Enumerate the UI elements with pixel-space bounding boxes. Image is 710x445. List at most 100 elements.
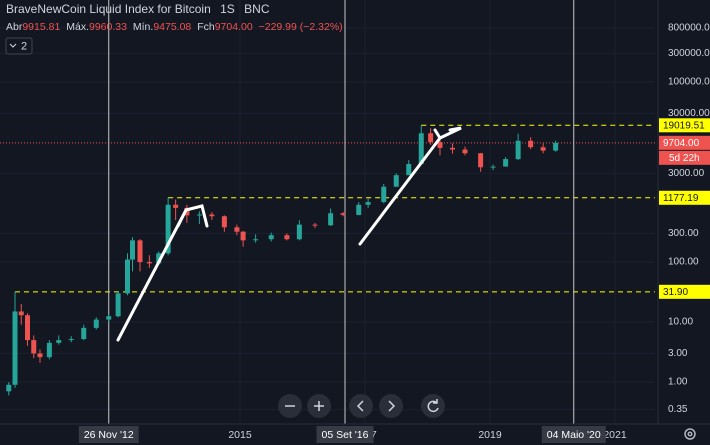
y-tick-label: 10.00 [668, 317, 693, 328]
label: Mín. [133, 21, 153, 33]
candle-body [490, 166, 496, 168]
gear [684, 428, 696, 440]
countdown: 5d 22h [669, 153, 700, 164]
candle-body [68, 339, 74, 341]
candle-body [46, 342, 52, 358]
level-label-bg [659, 284, 710, 299]
reset-button[interactable] [421, 394, 445, 418]
y-tick-label: 100.00 [668, 257, 699, 268]
zoom-out-button[interactable] [278, 394, 302, 418]
candle-body [209, 214, 215, 217]
candle-body [381, 186, 387, 203]
arrow [358, 126, 462, 246]
icon [356, 400, 364, 412]
level-label: 19019.51 [663, 120, 705, 131]
value: 9960.33 [89, 21, 127, 33]
y-tick-label: 300000.00 [668, 48, 710, 59]
candle-body [56, 340, 62, 343]
button-frame [5, 37, 33, 55]
y-tick-label: 0.35 [668, 404, 688, 415]
marker-label-bg [541, 426, 606, 443]
candle-body [156, 253, 162, 264]
marker-label-bg [316, 426, 374, 443]
button-bg [421, 394, 445, 418]
value: 9915.81 [22, 21, 60, 33]
candle-body [81, 327, 87, 340]
candle-body [478, 153, 484, 168]
icon [427, 399, 439, 413]
marker-label: 05 Set '16 [322, 429, 369, 441]
candle-body [37, 353, 43, 358]
scroll-right-button[interactable] [379, 394, 403, 418]
marker-label: 26 Nov '12 [84, 429, 134, 441]
candle-body [515, 140, 521, 160]
zoom-in-button[interactable] [307, 394, 331, 418]
candle-body [184, 207, 190, 216]
scroll-left-button[interactable] [349, 394, 373, 418]
marker-label: 04 Maio '20 [547, 429, 601, 441]
candle-body [462, 149, 468, 154]
candle-body [418, 133, 424, 165]
candle-body [165, 204, 171, 254]
candle-body [130, 240, 135, 260]
level-label-bg [659, 135, 710, 150]
candle-body [450, 147, 455, 150]
collapse-button[interactable]: 2 [5, 37, 33, 55]
candle-body [284, 235, 290, 240]
axis-labels: 19019.51 1177.19 31.90 9704.00 5d 22h 26 Nov … [78, 118, 710, 443]
icon [388, 400, 396, 412]
candle-body [18, 311, 24, 316]
candle-body [312, 224, 318, 226]
level-label: 1177.19 [663, 193, 699, 204]
candle-body [296, 224, 302, 240]
level-label-bg [659, 118, 710, 133]
y-tick-label: 100000.00 [668, 77, 710, 88]
chevron [9, 43, 17, 48]
candle-body [406, 164, 412, 176]
level-label-bg [659, 190, 710, 205]
markers [108, 0, 575, 424]
candle-body [253, 239, 259, 241]
candle-body [196, 214, 202, 216]
candles [6, 125, 559, 396]
candle-body [528, 140, 534, 148]
candle-body [137, 240, 143, 263]
candle-body [31, 340, 37, 354]
collapse-count: 2 [21, 40, 27, 52]
candle-body [393, 175, 399, 187]
ohlc-header: Abr9915.81 Máx.9960.33 Mín.9475.08 Fch97… [6, 21, 343, 33]
candle-body [356, 204, 362, 215]
settings-button[interactable] [684, 428, 696, 440]
icon [314, 401, 324, 411]
y-tick-label: 300.00 [668, 228, 699, 239]
y-tick-label: 30000.00 [668, 108, 710, 119]
y-tick-label: 3.00 [668, 348, 688, 359]
marker-label-bg [78, 426, 139, 443]
candle-body [268, 235, 274, 240]
level-label: 31.90 [663, 287, 688, 298]
y-tick-label: 1.00 [668, 377, 688, 388]
candle-body [125, 259, 130, 294]
candle-body [234, 227, 240, 232]
label: Fch [197, 21, 215, 33]
candle-body [115, 293, 121, 317]
candle-body [540, 147, 546, 151]
y-axis: 800000.00 300000.00 100000.00 30000.00 3000.… [668, 22, 710, 415]
label: Máx. [66, 21, 89, 33]
value: 9475.08 [153, 21, 191, 33]
candle-body [25, 315, 30, 341]
candle-body [6, 384, 12, 392]
arrow [116, 204, 209, 342]
candle-body [146, 262, 152, 264]
candle-body [365, 202, 371, 205]
countdown-bg [659, 150, 710, 165]
title: BraveNewCoin Liquid Index for Bitcoin [6, 2, 211, 16]
change: −229.99 (−2.32%) [259, 21, 343, 33]
gear-hub [687, 431, 693, 437]
value: 9704.00 [215, 21, 253, 33]
y-tick-label: 800000.00 [668, 22, 710, 33]
candle-body [240, 231, 246, 241]
